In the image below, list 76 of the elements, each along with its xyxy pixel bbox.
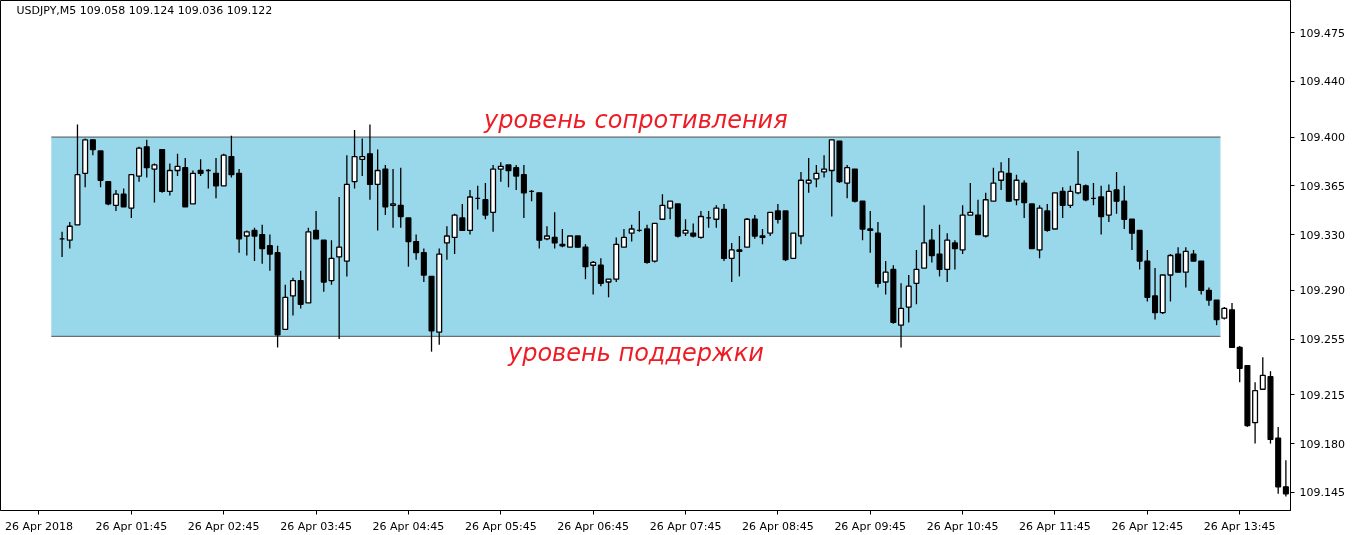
y-tick-label: 109.440 — [1299, 75, 1345, 89]
candlestick — [551, 211, 558, 250]
candlestick — [1152, 267, 1159, 321]
candlestick — [413, 233, 420, 261]
candlestick — [774, 203, 781, 225]
candlestick — [420, 247, 427, 283]
candlestick — [1205, 286, 1212, 307]
candlestick — [66, 221, 73, 250]
x-tick-label: 26 Apr 13:45 — [1203, 519, 1276, 533]
candlestick — [1075, 150, 1082, 195]
candlestick — [390, 168, 397, 229]
candlestick — [605, 278, 612, 298]
x-tick-label: 26 Apr 04:45 — [372, 519, 445, 533]
ref-line-label: уровень поддержки — [506, 339, 764, 368]
candlestick — [482, 182, 489, 220]
y-tick-label: 109.215 — [1299, 388, 1345, 402]
candlestick — [1175, 246, 1182, 273]
candlestick — [713, 204, 720, 229]
candlestick — [289, 277, 297, 317]
candlestick — [913, 249, 920, 305]
x-tick-label: 26 Apr 08:45 — [742, 519, 814, 533]
ref-line-label: уровень сопротивления — [483, 106, 788, 135]
candlestick — [813, 164, 820, 188]
candlestick — [597, 257, 604, 287]
candlestick — [697, 210, 704, 240]
candlestick — [967, 182, 974, 216]
candlestick — [898, 282, 905, 349]
candlestick — [266, 233, 273, 272]
chart-title: USDJPY,M5 109.058 109.124 109.036 109.122 — [16, 3, 273, 17]
candlestick — [974, 199, 982, 236]
candlestick — [805, 157, 812, 194]
x-tick-label: 26 Apr 03:45 — [280, 519, 352, 533]
x-tick-label: 26 Apr 05:45 — [464, 519, 537, 533]
candlestick — [212, 157, 220, 200]
candlestick — [659, 193, 666, 220]
candlestick — [336, 196, 343, 340]
candlestick — [405, 217, 412, 268]
x-tick-label: 26 Apr 11:45 — [1019, 519, 1091, 533]
y-tick-label: 109.475 — [1299, 26, 1345, 40]
x-tick-label: 26 Apr 02:45 — [187, 519, 260, 533]
candlestick — [751, 214, 758, 240]
candlestick — [844, 164, 851, 200]
candlestick — [520, 164, 527, 219]
candlestick — [112, 189, 119, 212]
x-tick-label: 26 Apr 09:45 — [834, 519, 907, 533]
candlestick — [443, 225, 450, 261]
candlestick — [867, 210, 874, 254]
candlestick — [1121, 185, 1128, 230]
candlestick — [1167, 253, 1174, 303]
y-tick-label: 109.255 — [1299, 333, 1345, 347]
candlestick — [821, 154, 828, 179]
x-tick-label: 26 Apr 07:45 — [649, 519, 722, 533]
candlestick — [543, 225, 551, 241]
candlestick — [1113, 171, 1120, 215]
y-tick-label: 109.180 — [1299, 437, 1345, 451]
candlestick — [998, 161, 1005, 191]
candlestick — [313, 210, 320, 240]
candlestick — [1128, 218, 1135, 251]
candlestick — [397, 167, 404, 229]
candlestick — [951, 239, 958, 271]
y-tick-label: 109.290 — [1299, 284, 1345, 298]
x-tick-label: 26 Apr 10:45 — [926, 519, 999, 533]
candlestick — [1098, 185, 1105, 236]
candlestick — [905, 274, 912, 324]
x-tick-label: 26 Apr 06:45 — [557, 519, 630, 533]
x-tick-label: 26 Apr 12:45 — [1111, 519, 1184, 533]
candlestick — [767, 211, 774, 237]
x-tick-label: 26 Apr 2018 — [4, 519, 73, 533]
candlestick — [1105, 183, 1112, 223]
y-tick-label: 109.365 — [1299, 179, 1345, 193]
y-tick-label: 109.145 — [1299, 486, 1345, 500]
y-tick-label: 109.330 — [1299, 228, 1345, 242]
candlestick — [620, 228, 627, 248]
y-tick-label: 109.400 — [1299, 131, 1345, 145]
candlestick — [667, 200, 674, 220]
x-tick-label: 26 Apr 01:45 — [95, 519, 168, 533]
